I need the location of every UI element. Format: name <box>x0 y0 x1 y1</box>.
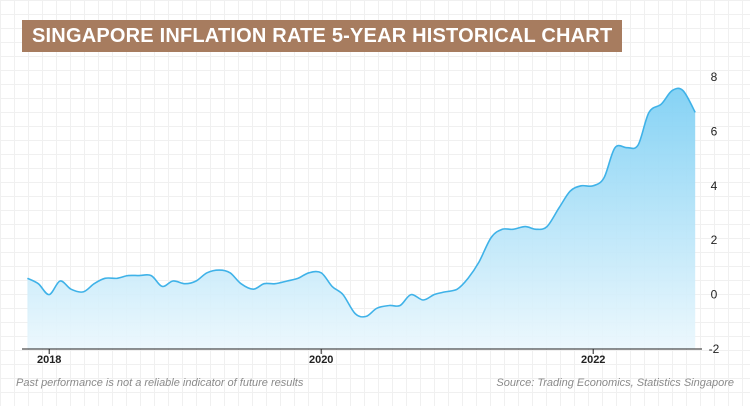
y-tick-label: 6 <box>711 124 718 138</box>
y-tick-label: 8 <box>711 70 718 84</box>
x-tick-label: 2022 <box>581 354 605 366</box>
series-line <box>27 87 696 318</box>
area-fill <box>27 88 696 349</box>
y-tick-label: 4 <box>711 179 718 193</box>
y-tick-label: -2 <box>709 342 720 356</box>
disclaimer-text: Past performance is not a reliable indic… <box>16 377 304 389</box>
y-tick-label: 2 <box>711 233 718 247</box>
source-text: Source: Trading Economics, Statistics Si… <box>496 377 734 389</box>
x-tick-label: 2020 <box>309 354 333 366</box>
y-tick-label: 0 <box>711 288 718 302</box>
x-tick-label: 2018 <box>37 354 61 366</box>
chart-title-banner: SINGAPORE INFLATION RATE 5-YEAR HISTORIC… <box>22 20 623 52</box>
